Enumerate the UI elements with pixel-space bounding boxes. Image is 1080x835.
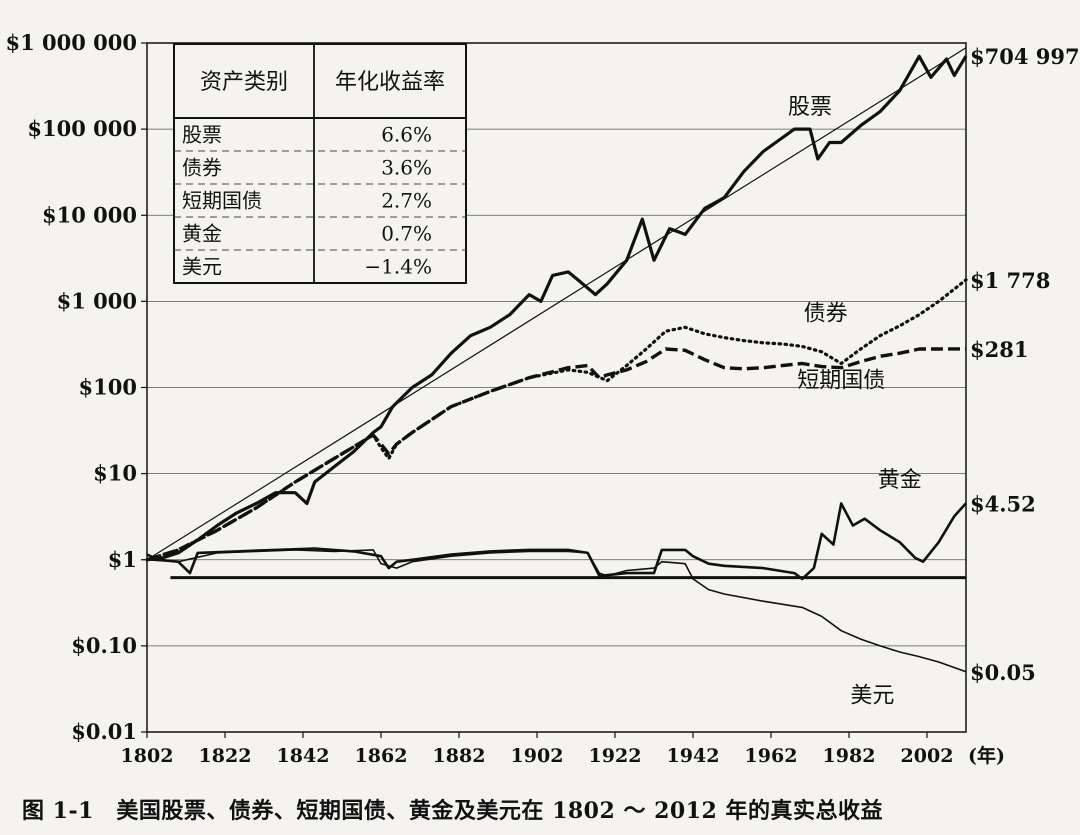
x-tick-label: 1922 bbox=[589, 745, 642, 767]
plot-frame bbox=[146, 42, 967, 733]
x-tick-label: 1962 bbox=[745, 745, 798, 767]
x-tick-label: 1982 bbox=[823, 745, 876, 767]
series-stocks-trendline bbox=[146, 47, 967, 561]
x-tick-label: 1902 bbox=[511, 745, 564, 767]
x-tick-label: 1842 bbox=[277, 745, 330, 767]
x-axis-tick-labels: 1802 1822 1842 1862 1882 1902 1922 1942 1962 1982… bbox=[121, 732, 954, 767]
x-axis-unit-label: (年) bbox=[968, 744, 1005, 767]
y-axis-tick-labels: $1 000 000 $100 000 $10 000 $1 000 $100 $10 $1… bbox=[5, 30, 147, 744]
x-tick-label: 1882 bbox=[433, 745, 486, 767]
y-tick-label: $100 bbox=[79, 375, 137, 400]
end-label-tbills: $281 bbox=[970, 337, 1028, 362]
table-header-cell: 资产类别 bbox=[200, 70, 288, 95]
table-return-cell: 2.7% bbox=[381, 189, 432, 213]
figure-caption: 图 1-1 美国股票、债券、短期国债、黄金及美元在 1802 ～ 2012 年的… bbox=[22, 798, 883, 824]
table-return-cell: 6.6% bbox=[381, 123, 432, 147]
x-tick-label: 1822 bbox=[199, 745, 252, 767]
y-tick-label: $0.10 bbox=[71, 633, 137, 658]
y-tick-label: $1 000 000 bbox=[5, 30, 137, 55]
series-label-dollar: 美元 bbox=[850, 684, 894, 709]
x-tick-label: 2002 bbox=[901, 745, 954, 767]
y-tick-label: $10 000 bbox=[42, 202, 137, 227]
table-asset-cell: 美元 bbox=[182, 255, 222, 279]
table-frame bbox=[173, 43, 467, 284]
end-label-stocks: $704 997 bbox=[970, 44, 1080, 69]
series-gold-line bbox=[146, 502, 967, 581]
y-tick-label: $10 bbox=[93, 461, 137, 486]
y-tick-label: $1 000 bbox=[57, 288, 137, 313]
end-label-dollar: $0.05 bbox=[970, 660, 1036, 685]
end-label-bonds: $1 778 bbox=[970, 268, 1050, 293]
table-asset-cell: 债券 bbox=[182, 156, 222, 180]
table-return-cell: 3.6% bbox=[381, 156, 432, 180]
series-dollar-line bbox=[146, 549, 967, 673]
table-return-cell: 0.7% bbox=[381, 222, 432, 246]
end-label-gold: $4.52 bbox=[970, 491, 1036, 516]
table-asset-cell: 股票 bbox=[182, 123, 222, 147]
series-label-tbills: 短期国债 bbox=[797, 369, 885, 394]
x-tick-label: 1942 bbox=[667, 745, 720, 767]
series-label-stocks: 股票 bbox=[788, 95, 832, 120]
y-tick-label: $100 000 bbox=[27, 116, 137, 141]
table-asset-cell: 短期国债 bbox=[182, 189, 262, 213]
table-return-cell: −1.4% bbox=[364, 255, 432, 279]
series-label-gold: 黄金 bbox=[878, 468, 922, 493]
table-header-cell: 年化收益率 bbox=[335, 70, 445, 95]
series-label-bonds: 债券 bbox=[804, 301, 848, 326]
series-bonds-line bbox=[145, 278, 968, 562]
series-stocks-line bbox=[146, 54, 968, 562]
y-tick-label: $0.01 bbox=[71, 719, 137, 744]
y-tick-label: $1 bbox=[108, 547, 137, 572]
table-asset-cell: 黄金 bbox=[182, 222, 222, 246]
x-tick-label: 1862 bbox=[355, 745, 408, 767]
end-value-labels: $704 997 $1 778 $281 $4.52 $0.05 bbox=[970, 44, 1080, 685]
series-layer bbox=[145, 47, 968, 673]
x-tick-label: 1802 bbox=[121, 745, 174, 767]
